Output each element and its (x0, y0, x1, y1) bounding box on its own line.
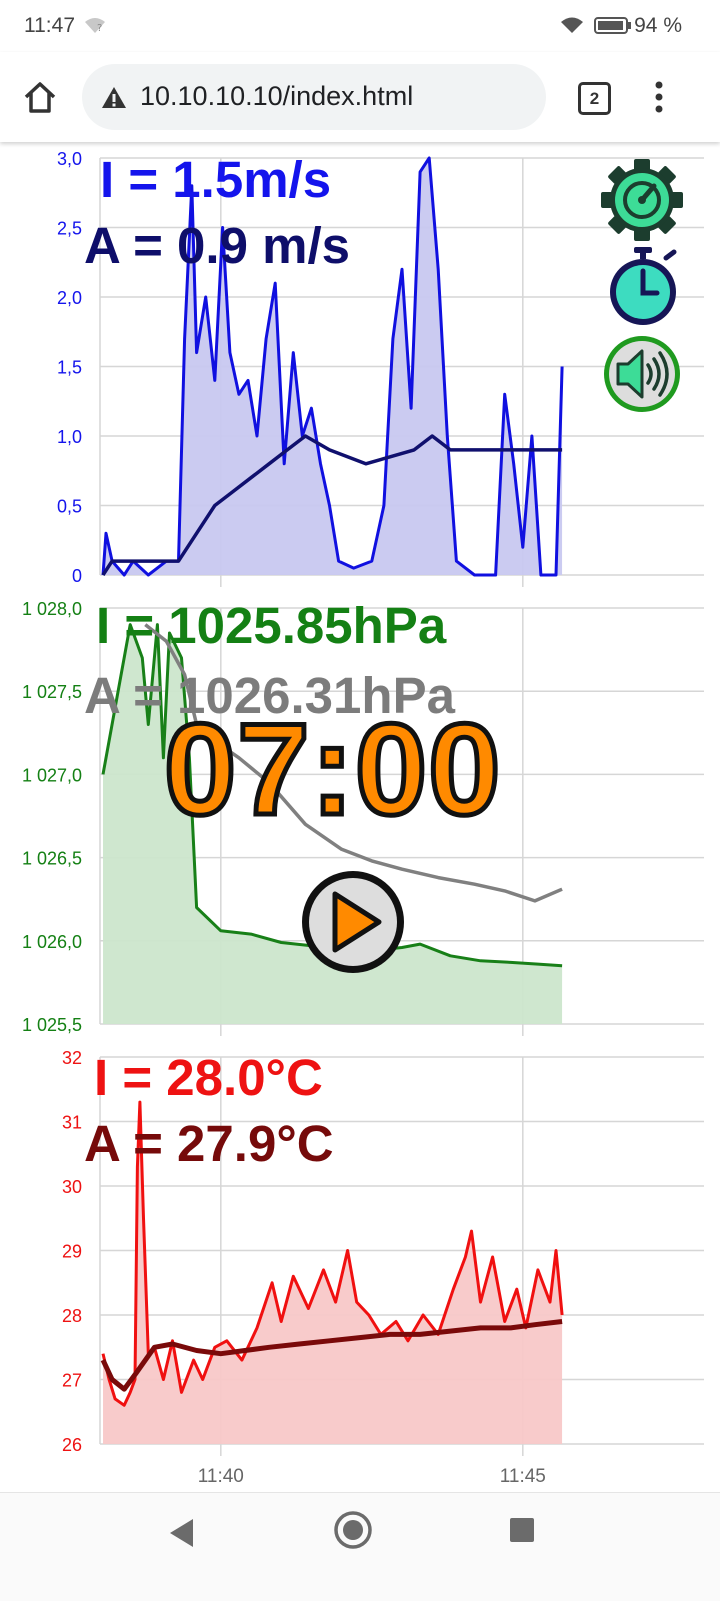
temperature-average-line (100, 1319, 563, 1392)
temperature-y-tick-label: 29 (62, 1242, 82, 1262)
x-tick-label: 11:40 (198, 1466, 244, 1487)
recents-icon[interactable] (509, 1517, 535, 1543)
pressure-instant-line (101, 623, 563, 968)
stopwatch-icon[interactable] (604, 246, 682, 328)
url-text: 10.10.10.10/index.html (140, 81, 414, 111)
temperature-y-tick-label: 28 (62, 1306, 82, 1326)
status-bar: 11:47 ? 94 % (0, 0, 720, 52)
address-bar[interactable]: 10.10.10.10/index.html (82, 64, 546, 130)
temperature-instant-label: I = 28.0°C (94, 1049, 323, 1106)
wind-y-tick-label: 1,5 (57, 358, 82, 378)
svg-text:?: ? (97, 23, 102, 34)
temperature-instant-line (101, 1100, 564, 1407)
pressure-y-tick-label: 1 026,5 (22, 849, 82, 869)
back-icon[interactable] (168, 1517, 196, 1549)
home-icon[interactable] (22, 80, 58, 114)
wind-y-tick-label: 0,5 (57, 497, 82, 517)
charts-area: 3,0 2,5 2,0 1,5 1,0 0,5 0 1 028,0 1 027,5 1 027,0… (0, 142, 720, 1492)
battery-icon (594, 17, 631, 34)
wifi-question-icon: ? (85, 18, 105, 34)
play-icon[interactable] (299, 868, 407, 976)
pressure-area (103, 624, 563, 1024)
home-nav-icon[interactable] (333, 1510, 373, 1550)
x-tick-label: 11:45 (500, 1466, 546, 1487)
pressure-average-label: A = 1026.31hPa (84, 667, 455, 724)
wind-average-line (101, 434, 563, 576)
wifi-icon (561, 17, 583, 33)
system-nav-bar (0, 1492, 720, 1601)
temperature-average-label: A = 27.9°C (84, 1115, 334, 1172)
wind-y-tick-label: 1,0 (57, 427, 82, 447)
wind-y-tick-label: 3,0 (57, 149, 82, 169)
settings-gear-icon[interactable] (600, 158, 684, 242)
temperature-y-tick-label: 30 (62, 1177, 82, 1197)
warning-icon[interactable] (100, 85, 128, 110)
pressure-y-tick-label: 1 028,0 (22, 599, 82, 619)
battery-percent: 94 % (634, 14, 682, 37)
wind-average-label: A = 0.9 m/s (84, 217, 351, 274)
sound-icon[interactable] (600, 334, 684, 414)
timer-display: 07:00 (162, 694, 503, 845)
wind-y-tick-label: 0 (72, 566, 82, 586)
pressure-y-tick-label: 1 027,5 (22, 682, 82, 702)
temperature-y-tick-label: 27 (62, 1371, 82, 1391)
temperature-y-tick-label: 32 (62, 1048, 82, 1068)
menu-dots-icon[interactable] (650, 80, 668, 116)
wind-y-tick-label: 2,0 (57, 288, 82, 308)
tab-switcher-button[interactable]: 2 (578, 82, 611, 115)
temperature-y-tick-label: 31 (62, 1113, 82, 1133)
wind-y-tick-label: 2,5 (57, 219, 82, 239)
pressure-average-line (144, 623, 563, 903)
pressure-y-tick-label: 1 025,5 (22, 1015, 82, 1035)
pressure-y-tick-label: 1 026,0 (22, 932, 82, 952)
status-time: 11:47 (24, 14, 75, 37)
wind-area (103, 158, 563, 575)
temperature-y-tick-label: 26 (62, 1435, 82, 1455)
pressure-y-tick-label: 1 027,0 (22, 765, 82, 785)
wind-instant-line (101, 156, 564, 577)
browser-toolbar: 10.10.10.10/index.html 2 (0, 52, 720, 142)
charts-svg: 3,0 2,5 2,0 1,5 1,0 0,5 0 1 028,0 1 027,5 1 027,0… (22, 149, 704, 1487)
temperature-area (103, 1102, 563, 1444)
pressure-instant-label: I = 1025.85hPa (96, 597, 447, 654)
wind-instant-label: I = 1.5m/s (100, 151, 332, 208)
